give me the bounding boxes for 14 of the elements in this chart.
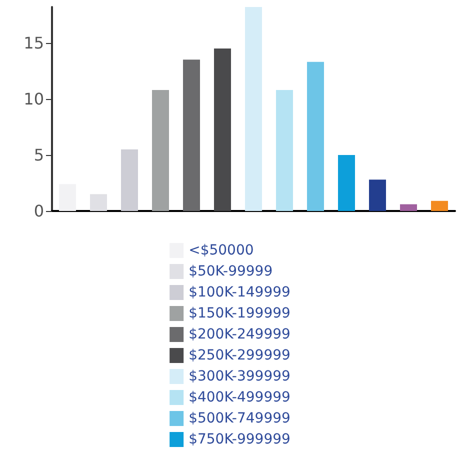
legend-label: $200K-249999 (188, 326, 290, 342)
y-tick-label: 5 (34, 145, 44, 164)
legend-label: $400K-499999 (188, 390, 290, 406)
legend-label: $50K-99999 (188, 264, 273, 280)
legend-label: $150K-199999 (188, 306, 290, 322)
y-tick-label: 15 (24, 33, 44, 52)
y-tick-label: 0 (34, 202, 44, 220)
legend-label: $300K-399999 (188, 368, 290, 384)
legend-label: $250K-299999 (188, 348, 290, 364)
legend-label: <$50000 (188, 242, 254, 258)
legend-label: $750K-999999 (188, 432, 290, 448)
legend-label: $500K-749999 (188, 410, 290, 426)
legend-label: $100K-149999 (188, 284, 290, 300)
y-tick-label: 10 (24, 89, 44, 108)
